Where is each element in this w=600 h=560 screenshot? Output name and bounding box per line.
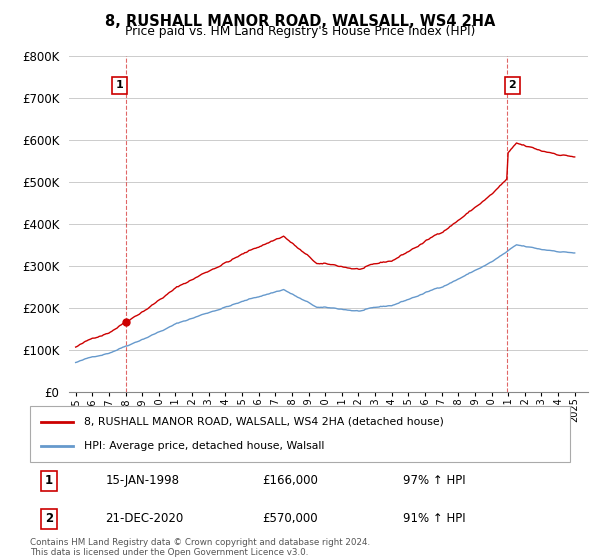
Text: 91% ↑ HPI: 91% ↑ HPI [403,512,465,525]
Text: £570,000: £570,000 [262,512,318,525]
Text: 15-JAN-1998: 15-JAN-1998 [106,474,179,487]
Text: Price paid vs. HM Land Registry's House Price Index (HPI): Price paid vs. HM Land Registry's House … [125,25,475,38]
Text: 97% ↑ HPI: 97% ↑ HPI [403,474,465,487]
Text: 8, RUSHALL MANOR ROAD, WALSALL, WS4 2HA (detached house): 8, RUSHALL MANOR ROAD, WALSALL, WS4 2HA … [84,417,444,427]
Text: £166,000: £166,000 [262,474,318,487]
Text: 2: 2 [45,512,53,525]
Text: 2: 2 [509,81,517,90]
Text: HPI: Average price, detached house, Walsall: HPI: Average price, detached house, Wals… [84,441,325,451]
Text: 21-DEC-2020: 21-DEC-2020 [106,512,184,525]
Text: Contains HM Land Registry data © Crown copyright and database right 2024.
This d: Contains HM Land Registry data © Crown c… [30,538,370,557]
Text: 8, RUSHALL MANOR ROAD, WALSALL, WS4 2HA: 8, RUSHALL MANOR ROAD, WALSALL, WS4 2HA [105,14,495,29]
Text: 1: 1 [45,474,53,487]
Text: 1: 1 [116,81,124,90]
FancyBboxPatch shape [30,406,570,462]
